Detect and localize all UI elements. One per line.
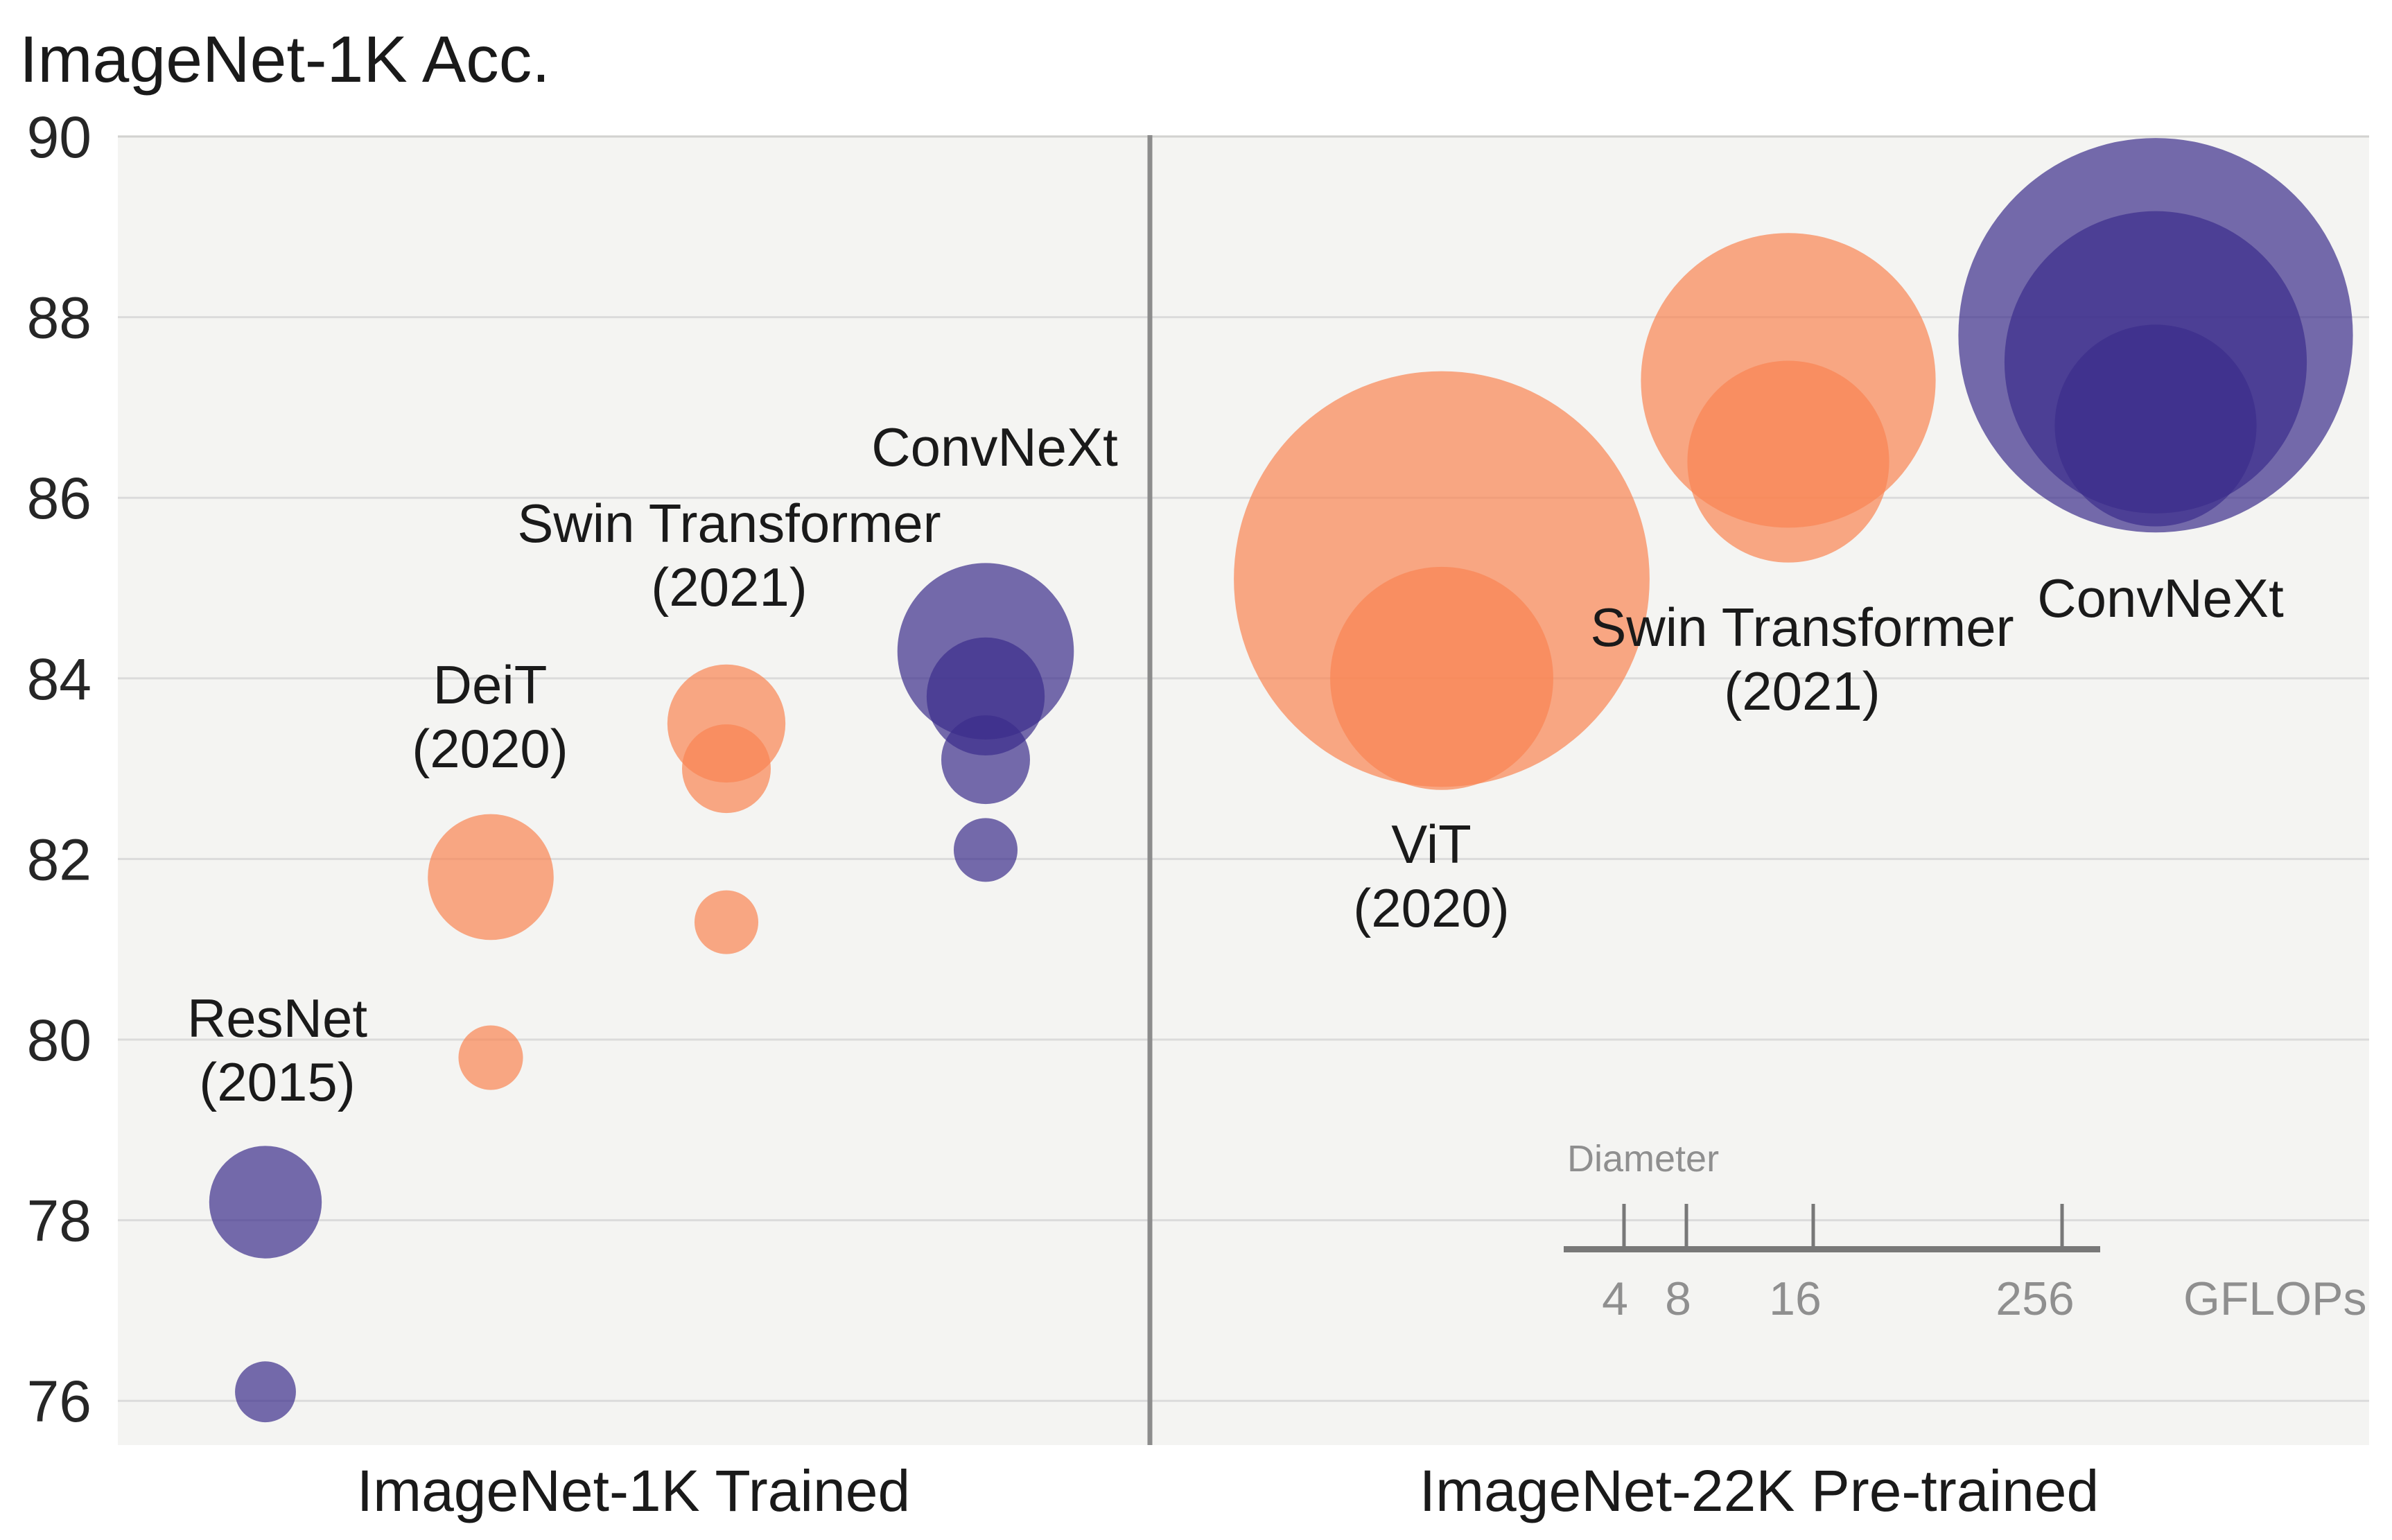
bubble-resnet-0: [209, 1146, 322, 1259]
legend-tick-label-16: 16: [1769, 1272, 1822, 1325]
bubble-convnext-3: [953, 818, 1018, 882]
group-label-convnext-line0: ConvNeXt: [2037, 568, 2284, 629]
legend-tick-label-8: 8: [1665, 1272, 1691, 1325]
bubble-convnext-2: [2054, 324, 2257, 527]
group-label-resnet-line1: (2015): [199, 1051, 355, 1112]
legend-tick-label-256: 256: [1996, 1272, 2074, 1325]
legend-unit-label: GFLOPs: [2183, 1272, 2367, 1325]
group-label-convnext-line0: ConvNeXt: [871, 417, 1118, 478]
group-label-vit-line0: ViT: [1391, 814, 1472, 875]
bubble-vit-1: [1330, 566, 1553, 790]
y-tick-label-90: 90: [27, 105, 91, 170]
bubble-deit-0: [428, 814, 554, 940]
bubble-swin-transformer-2: [694, 890, 759, 954]
bubble-convnext-1: [926, 637, 1045, 756]
group-label-swin-transformer-line1: (2021): [1724, 660, 1880, 721]
bubble-convnext-2: [941, 715, 1031, 805]
bubble-deit-1: [458, 1025, 523, 1090]
group-label-swin-transformer-line0: Swin Transformer: [1590, 597, 2014, 658]
group-label-deit-line0: DeiT: [433, 654, 548, 715]
group-label-swin-transformer-line1: (2021): [651, 557, 807, 618]
y-tick-label-88: 88: [27, 286, 91, 351]
legend-title: Diameter: [1567, 1138, 1719, 1180]
bubble-resnet-1: [235, 1361, 296, 1423]
y-tick-label-84: 84: [27, 647, 91, 712]
y-tick-label-80: 80: [27, 1008, 91, 1073]
panel-label-1: ImageNet-22K Pre-trained: [1420, 1458, 2099, 1523]
y-tick-label-78: 78: [27, 1189, 91, 1254]
legend-axis-bar: [1564, 1246, 2100, 1252]
bubble-swin-transformer-1: [681, 724, 771, 814]
legend-tick-label-4: 4: [1602, 1272, 1628, 1325]
group-label-swin-transformer-line0: Swin Transformer: [517, 493, 941, 554]
group-label-deit-line1: (2020): [412, 718, 568, 779]
y-tick-label-82: 82: [27, 827, 91, 892]
y-tick-label-76: 76: [27, 1369, 91, 1434]
chart-title: ImageNet-1K Acc.: [19, 23, 550, 96]
bubble-swin-transformer-1: [1687, 360, 1889, 563]
group-label-vit-line1: (2020): [1353, 877, 1509, 938]
y-tick-label-86: 86: [27, 466, 91, 531]
chart-render-root: 9088868482807876ResNet(2015)DeiT(2020)Sw…: [27, 105, 2369, 1523]
group-label-resnet-line0: ResNet: [187, 988, 367, 1049]
panel-label-0: ImageNet-1K Trained: [357, 1458, 910, 1523]
